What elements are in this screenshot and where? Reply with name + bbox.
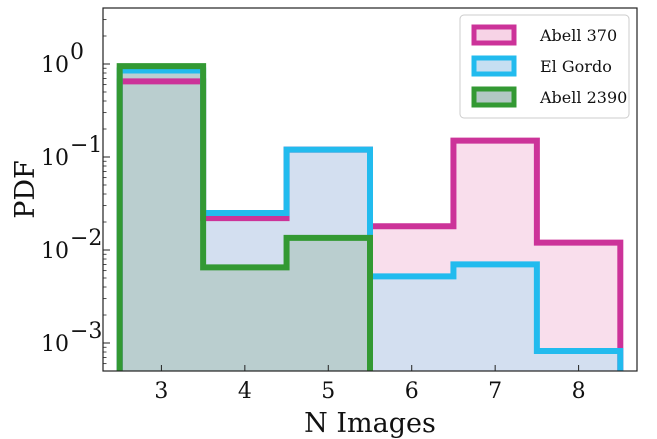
y-axis-title: PDF — [10, 160, 41, 219]
series-step-abell-2390 — [116, 63, 373, 371]
y-tick-label: 10 — [41, 239, 69, 264]
legend-label-el-gordo: El Gordo — [540, 57, 612, 76]
legend-swatch-abell-2390 — [471, 86, 517, 108]
plot-frame — [102, 7, 638, 372]
y-tick-label: 10 — [41, 53, 69, 78]
x-tick-label: 8 — [572, 379, 586, 404]
x-tick-labels: 3 4 5 6 7 8 — [154, 379, 585, 404]
y-tick-exponent: −1 — [70, 133, 102, 158]
x-tick-label: 5 — [321, 379, 335, 404]
x-tick-label: 4 — [238, 379, 252, 404]
y-tick-label: 10 — [41, 146, 69, 171]
x-tick-label: 7 — [488, 379, 502, 404]
legend-swatch-el-gordo — [471, 55, 517, 77]
series-fill-abell-2390 — [119, 66, 370, 371]
x-tick-label: 6 — [405, 379, 419, 404]
y-tick-exponent: −2 — [70, 226, 102, 251]
y-tick-exponent: 0 — [70, 40, 84, 65]
legend-swatch-abell-370 — [471, 24, 517, 46]
histogram-outlines — [116, 63, 624, 371]
legend-label-abell-370: Abell 370 — [539, 26, 617, 45]
legend-label-abell-2390: Abell 2390 — [539, 88, 627, 107]
y-tick-label: 10 — [41, 332, 69, 357]
x-tick-label: 3 — [154, 379, 168, 404]
y-tick-exponent: −3 — [70, 319, 102, 344]
x-axis-title: N Images — [304, 408, 436, 439]
legend: Abell 370 El Gordo Abell 2390 — [459, 14, 630, 119]
axis-ticks — [103, 7, 580, 372]
